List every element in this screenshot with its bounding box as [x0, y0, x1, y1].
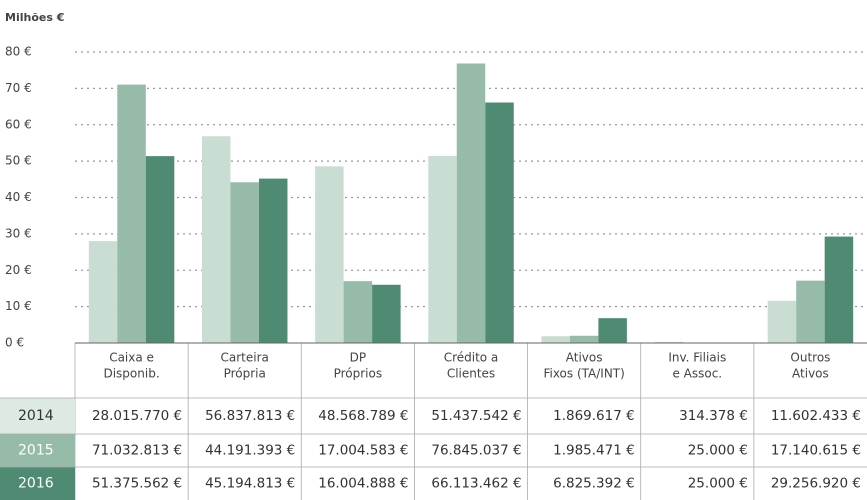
- y-tick-label: 60 €: [5, 117, 32, 131]
- value-label: 66.113.462 €: [431, 476, 521, 492]
- value-label: 44.191.393 €: [205, 443, 295, 459]
- value-label: 28.015.770 €: [92, 408, 182, 424]
- x-tick-label: Crédito a: [444, 351, 499, 365]
- value-label: 48.568.789 €: [318, 408, 408, 424]
- y-tick-label: 30 €: [5, 226, 32, 240]
- bar: [88, 241, 118, 343]
- x-tick-label: Outros: [790, 351, 830, 365]
- y-tick-label: 0 €: [5, 336, 24, 350]
- legend-label: 2015: [18, 443, 54, 459]
- y-axis-label: Milhões €: [5, 11, 64, 24]
- x-tick-label: Clientes: [447, 367, 495, 381]
- value-label: 11.602.433 €: [771, 408, 861, 424]
- bar: [824, 236, 854, 343]
- x-tick-label: Caixa e: [109, 351, 154, 365]
- value-label: 314.378 €: [679, 408, 748, 424]
- legend-label: 2016: [18, 476, 54, 492]
- bar: [796, 280, 825, 343]
- bar: [258, 178, 288, 343]
- bar: [201, 136, 231, 343]
- bar: [315, 166, 344, 343]
- y-tick-label: 50 €: [5, 154, 32, 168]
- year-cell: [0, 398, 75, 434]
- y-tick-label: 20 €: [5, 263, 32, 277]
- x-tick-label: Fixos (TA/INT): [543, 367, 624, 381]
- bar: [145, 156, 175, 343]
- x-tick-label: Ativos: [566, 351, 603, 365]
- x-tick-label: DP: [350, 351, 366, 365]
- bar: [485, 102, 514, 343]
- bar: [767, 300, 797, 343]
- value-label: 76.845.037 €: [431, 443, 521, 459]
- x-tick-label: Própria: [224, 367, 266, 381]
- value-label: 29.256.920 €: [771, 476, 861, 492]
- bar: [117, 84, 146, 344]
- value-label: 51.375.562 €: [92, 476, 182, 492]
- year-cell: [0, 467, 75, 500]
- value-label: 16.004.888 €: [318, 476, 408, 492]
- x-tick-label: Próprios: [334, 367, 383, 381]
- x-tick-label: Carteira: [221, 351, 269, 365]
- bar: [428, 155, 457, 343]
- y-tick-label: 10 €: [5, 299, 32, 313]
- legend-label: 2014: [18, 408, 54, 424]
- value-label: 1.985.471 €: [553, 443, 635, 459]
- y-tick-label: 70 €: [5, 81, 32, 95]
- bar: [456, 63, 486, 344]
- value-label: 17.004.583 €: [318, 443, 408, 459]
- value-label: 51.437.542 €: [431, 408, 521, 424]
- value-label: 6.825.392 €: [553, 476, 635, 492]
- x-tick-label: Ativos: [792, 367, 829, 381]
- bar: [230, 182, 259, 343]
- value-label: 25.000 €: [688, 476, 748, 492]
- x-tick-label: Inv. Filiais: [668, 351, 726, 365]
- y-tick-label: 40 €: [5, 190, 32, 204]
- bar: [654, 341, 684, 343]
- year-cell: [0, 434, 75, 467]
- y-tick-label: 80 €: [5, 45, 32, 59]
- x-tick-label: Disponib.: [103, 367, 159, 381]
- value-label: 1.869.617 €: [553, 408, 635, 424]
- bar: [598, 318, 627, 343]
- bar: [569, 335, 599, 343]
- value-label: 56.837.813 €: [205, 408, 295, 424]
- bar: [343, 281, 373, 343]
- value-label: 71.032.813 €: [92, 443, 182, 459]
- bar: [541, 336, 570, 343]
- value-label: 25.000 €: [688, 443, 748, 459]
- bar: [372, 284, 401, 343]
- value-label: 45.194.813 €: [205, 476, 295, 492]
- value-label: 17.140.615 €: [771, 443, 861, 459]
- x-tick-label: e Assoc.: [672, 367, 722, 381]
